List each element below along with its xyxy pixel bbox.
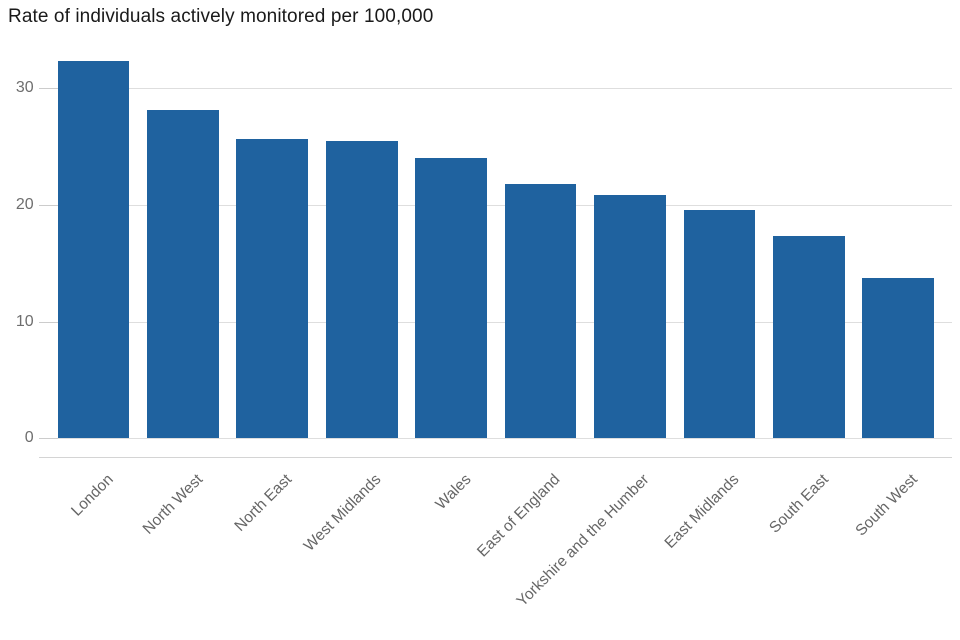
chart-title: Rate of individuals actively monitored p…	[8, 6, 434, 27]
x-category-label: South West	[852, 471, 922, 540]
bar-south-west	[862, 278, 935, 439]
x-category-label: North East	[231, 471, 296, 535]
x-category-label: Wales	[432, 471, 475, 514]
y-tick-label: 10	[15, 312, 34, 330]
bar-west-midlands	[325, 141, 398, 439]
x-category-label: South East	[766, 471, 832, 537]
bar-north-west	[147, 109, 219, 439]
y-tick-mark	[38, 438, 58, 440]
gridline	[57, 438, 952, 440]
y-tick-label: 30	[15, 78, 34, 96]
y-tick-label: 0	[24, 429, 34, 447]
x-category-label: West Midlands	[301, 471, 385, 555]
x-category-label: East Midlands	[661, 471, 743, 552]
y-tick-mark	[38, 87, 58, 89]
bar-south-east	[772, 236, 845, 439]
y-tick-mark	[38, 321, 58, 323]
y-tick-label: 20	[15, 195, 34, 213]
x-axis-line	[39, 456, 952, 458]
bar-north-east	[236, 139, 309, 439]
x-category-label: North West	[139, 471, 206, 538]
bar-yorkshire-and-the-humber	[594, 195, 666, 439]
bar-wales	[415, 157, 487, 439]
bar-london	[57, 60, 130, 439]
bar-east-of-england	[504, 183, 577, 439]
x-category-label: London	[67, 471, 117, 520]
gridline	[57, 87, 952, 89]
x-category-label: East of England	[474, 471, 564, 561]
bar-east-midlands	[683, 210, 756, 439]
y-tick-mark	[38, 204, 58, 206]
